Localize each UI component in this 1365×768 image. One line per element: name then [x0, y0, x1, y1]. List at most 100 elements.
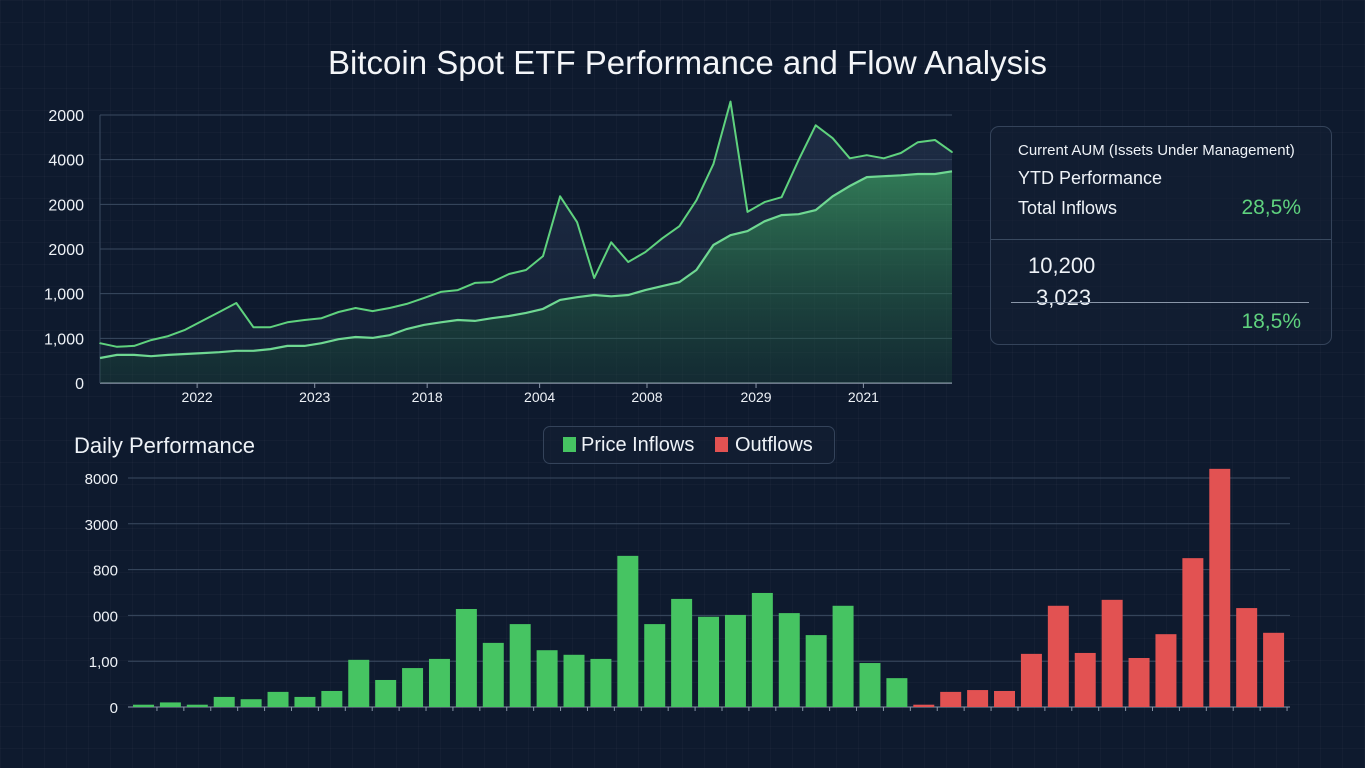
price-point: [371, 310, 374, 312]
legend-swatch-outflows: [715, 437, 728, 452]
info-panel: Current AUM (Issets Under Management) YT…: [990, 126, 1332, 345]
price-point: [729, 100, 732, 103]
y-tick-label: 2000: [48, 242, 84, 259]
inflow-bar: [536, 650, 558, 707]
price-point: [593, 277, 595, 279]
inflow-bar: [509, 624, 531, 707]
price-point: [866, 154, 868, 156]
price-point: [491, 281, 493, 283]
inflow-bar: [186, 704, 208, 707]
total-inflows-label: Total Inflows: [1018, 198, 1118, 218]
price-point: [627, 261, 630, 263]
inflow-bar: [563, 654, 585, 707]
price-point: [814, 124, 817, 127]
price-point: [746, 211, 749, 213]
outflow-bar: [1236, 608, 1258, 707]
inflow-bar: [133, 704, 154, 707]
bar-chart-title: Daily Performance: [74, 433, 255, 458]
inflow-bar: [617, 555, 639, 707]
price-point: [508, 273, 510, 275]
x-tick-label: 2008: [631, 389, 662, 405]
legend-label-outflows: Outflows: [735, 434, 813, 456]
inflow-bar: [455, 608, 477, 707]
price-point: [661, 237, 664, 240]
inflow-bar: [159, 702, 181, 707]
price-point: [542, 255, 544, 257]
x-tick-label: 2023: [299, 389, 330, 405]
outflow-bar: [1020, 653, 1042, 707]
inflow-bar: [482, 642, 504, 707]
inflow-bar: [213, 696, 235, 707]
inflow-bar: [348, 659, 370, 707]
outflow-bar: [1155, 634, 1177, 707]
outflow-bar: [994, 690, 1016, 707]
price-point: [610, 241, 612, 244]
aum-label: Current AUM (Issets Under Management): [1018, 142, 1295, 159]
ytd-value: 3,023: [1036, 285, 1092, 310]
price-point: [150, 339, 152, 341]
outflow-bar: [967, 690, 989, 707]
outflow-bar: [1182, 558, 1204, 707]
price-point: [133, 345, 135, 347]
aum-line: [99, 170, 953, 360]
inflow-bar: [240, 699, 262, 707]
x-tick-label: 2022: [182, 389, 213, 405]
y-tick-label: 2000: [48, 197, 84, 214]
legend: Price Inflows Outflows: [543, 426, 835, 464]
y-tick-label: 4000: [48, 153, 84, 170]
price-point: [184, 329, 186, 331]
price-point: [900, 152, 902, 154]
outflow-bar: [1209, 468, 1231, 707]
panel-strikeline: [1011, 302, 1309, 303]
inflow-bar: [698, 616, 720, 707]
price-point: [388, 307, 391, 309]
outflow-bar: [1101, 599, 1123, 707]
price-point: [252, 326, 255, 328]
inflow-bar: [402, 668, 424, 707]
price-point: [167, 335, 169, 337]
price-point: [644, 251, 647, 253]
aum-value: 10,200: [1028, 253, 1096, 278]
y-tick-label: 1,00: [89, 654, 118, 671]
outflow-bar: [940, 691, 962, 707]
price-point: [848, 157, 851, 160]
inflow-bar: [644, 624, 666, 707]
inflow-bar: [294, 696, 316, 707]
page-title: Bitcoin Spot ETF Performance and Flow An…: [328, 44, 1047, 81]
price-point: [883, 157, 885, 160]
price-point: [917, 141, 919, 144]
inflow-bar: [724, 614, 746, 707]
inflows-value: 28,5%: [1241, 196, 1301, 219]
y-tick-label: 8000: [85, 471, 118, 488]
x-tick-label: 2018: [412, 389, 443, 405]
inflow-bar: [859, 663, 881, 707]
inflow-bar: [805, 635, 827, 707]
inflow-bar: [832, 605, 854, 707]
price-point: [116, 346, 118, 348]
price-point: [780, 196, 783, 198]
price-point: [303, 319, 306, 321]
y-tick-label: 1,000: [44, 331, 84, 348]
panel-divider: [991, 239, 1331, 240]
price-point: [354, 307, 357, 309]
price-point: [405, 303, 408, 305]
y-tick-label: 800: [93, 563, 118, 580]
price-point: [422, 297, 425, 299]
price-area: [100, 101, 952, 358]
price-point: [559, 195, 561, 198]
price-point: [457, 289, 459, 291]
price-point: [99, 342, 101, 345]
price-point: [712, 163, 715, 165]
price-point: [695, 199, 698, 202]
outflow-bar: [1128, 657, 1150, 707]
inflow-bar: [751, 592, 773, 707]
inflow-bar: [428, 658, 450, 707]
x-tick-label: 2029: [740, 389, 771, 405]
y-tick-label: 1,000: [44, 287, 84, 304]
outflow-bar: [1047, 605, 1069, 707]
price-point: [678, 225, 681, 228]
aum-area: [100, 171, 952, 383]
price-point: [201, 320, 204, 322]
price-point: [218, 311, 221, 313]
